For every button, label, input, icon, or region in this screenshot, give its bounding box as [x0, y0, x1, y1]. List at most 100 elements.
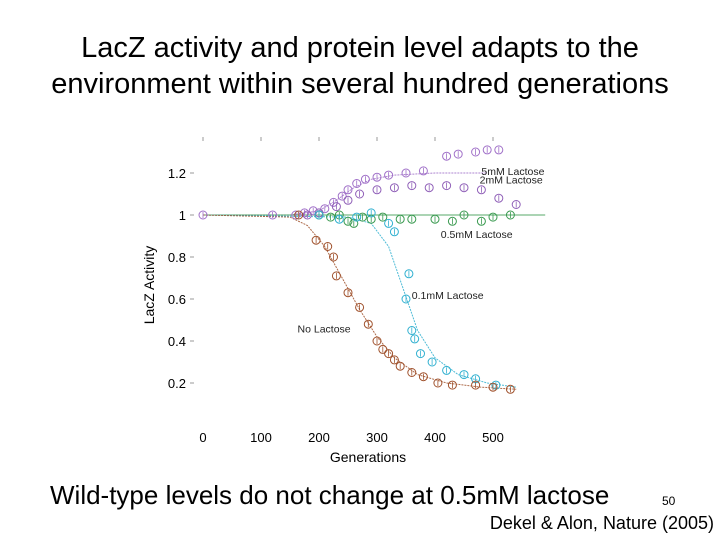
- data-point: [198, 210, 208, 220]
- data-point: [418, 166, 428, 176]
- title-line-1: LacZ activity and protein level adapts t…: [81, 32, 639, 64]
- data-point: [355, 189, 365, 199]
- data-point: [427, 357, 437, 367]
- data-point: [424, 183, 434, 193]
- fit-curve: [202, 214, 517, 390]
- data-point: [291, 210, 301, 220]
- data-point: [410, 334, 420, 344]
- caption: Wild-type levels do not change at 0.5mM …: [50, 480, 610, 510]
- data-point: [314, 210, 324, 220]
- data-point: [511, 200, 521, 209]
- data-point: [407, 181, 417, 191]
- data-point: [308, 206, 318, 216]
- y-tick-label: 1.2: [168, 166, 186, 181]
- data-point: [442, 365, 452, 375]
- series-label: 0.5mM Lactose: [441, 229, 513, 241]
- data-point: [372, 172, 382, 182]
- data-point: [384, 218, 394, 228]
- data-point: [326, 212, 336, 222]
- data-point: [395, 214, 405, 224]
- x-axis-label: Generations: [330, 449, 406, 465]
- data-point: [331, 202, 341, 212]
- data-point: [384, 170, 394, 180]
- data-point: [401, 294, 411, 304]
- series-label: No Lactose: [298, 324, 351, 336]
- data-point: [471, 147, 481, 157]
- data-point: [471, 380, 481, 390]
- citation: Dekel & Alon, Nature (2005): [489, 513, 714, 533]
- y-tick-label: 0.2: [168, 376, 186, 391]
- x-tick-label: 200: [308, 430, 330, 445]
- data-point: [294, 210, 304, 220]
- data-point: [389, 355, 399, 365]
- data-point: [358, 212, 367, 222]
- data-point: [407, 214, 417, 224]
- data-point: [311, 235, 321, 245]
- y-axis-label: LacZ Activity: [141, 246, 157, 325]
- data-point: [343, 216, 353, 226]
- data-point: [372, 185, 382, 195]
- data-point: [302, 210, 312, 220]
- data-point: [352, 212, 362, 222]
- y-tick-label: 0.4: [168, 334, 186, 349]
- data-point: [433, 378, 443, 388]
- x-tick-label: 0: [199, 430, 206, 445]
- x-tick-label: 400: [424, 430, 446, 445]
- data-point: [372, 336, 382, 346]
- data-point: [447, 380, 457, 390]
- data-point: [337, 191, 347, 201]
- data-point: [389, 183, 399, 193]
- x-tick-label: 300: [366, 430, 388, 445]
- data-point: [268, 210, 278, 220]
- data-point: [343, 195, 353, 205]
- data-point: [476, 185, 486, 195]
- data-point: [360, 174, 370, 184]
- data-point: [418, 372, 428, 382]
- data-point: [459, 210, 469, 220]
- data-point: [300, 208, 309, 218]
- data-point: [416, 349, 425, 359]
- data-point: [491, 380, 501, 390]
- data-point: [430, 214, 440, 224]
- slide-number: 50: [662, 494, 676, 508]
- data-point: [320, 204, 330, 214]
- y-tick-label: 0.8: [168, 250, 186, 265]
- data-point: [482, 145, 492, 155]
- data-point: [505, 210, 515, 220]
- data-point: [355, 302, 365, 312]
- data-point: [323, 242, 333, 251]
- data-point: [447, 216, 457, 226]
- data-point: [343, 185, 353, 195]
- data-point: [343, 288, 353, 298]
- data-point: [488, 382, 498, 392]
- data-point: [453, 149, 463, 159]
- data-point: [384, 349, 394, 359]
- series-label: 5mM Lactose: [481, 166, 544, 178]
- data-point: [459, 370, 469, 380]
- data-point: [331, 271, 341, 281]
- x-tick-label: 100: [250, 430, 272, 445]
- data-point: [494, 193, 504, 203]
- y-tick-label: 1: [179, 208, 186, 223]
- data-point: [352, 179, 362, 188]
- data-point: [401, 168, 411, 178]
- data-point: [404, 269, 414, 279]
- series-label: 0.1mM Lactose: [412, 290, 484, 302]
- y-tick-label: 0.6: [168, 292, 186, 307]
- data-point: [442, 181, 452, 191]
- data-point: [389, 227, 399, 237]
- data-point: [407, 326, 417, 335]
- title-line-2: environment within several hundred gener…: [51, 68, 669, 100]
- data-point: [363, 319, 373, 329]
- slide-title: LacZ activity and protein level adapts t…: [0, 30, 720, 102]
- data-point: [395, 361, 405, 371]
- data-point: [476, 216, 486, 226]
- data-point: [494, 145, 504, 155]
- series-label: 2mM Lactose: [480, 175, 543, 187]
- data-point: [366, 208, 376, 218]
- data-point: [442, 151, 452, 161]
- data-point: [378, 212, 388, 222]
- data-point: [407, 368, 417, 377]
- data-point: [329, 252, 338, 262]
